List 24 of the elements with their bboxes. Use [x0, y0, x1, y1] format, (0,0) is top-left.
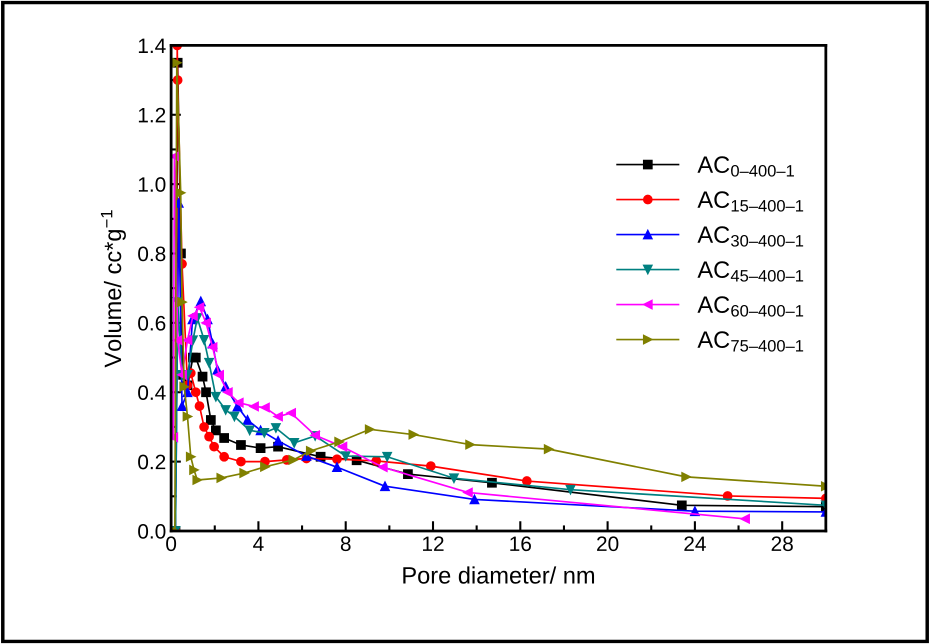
y-tick-label: 0.8	[138, 246, 166, 262]
x-tick-label: 8	[340, 536, 351, 552]
y-tick-label: 0.6	[138, 316, 166, 331]
x-tick-label: 28	[772, 536, 793, 552]
y-tick-label: 1.4	[138, 38, 166, 53]
y-tick-label: 1.0	[138, 177, 166, 192]
legend-label: AC$_{15–400–1}$	[697, 191, 804, 212]
legend-label: AC$_{0–400–1}$	[697, 156, 794, 177]
x-tick-label: 4	[253, 536, 264, 551]
legend-label: AC$_{75–400–1}$	[697, 331, 804, 352]
x-tick-label: 12	[423, 536, 444, 551]
y-tick-label: 1.2	[138, 108, 166, 122]
x-tick-label: 0	[166, 536, 176, 552]
x-axis-title: Pore diameter/ nm	[403, 566, 594, 584]
x-tick-label: 24	[684, 536, 706, 551]
y-tick-label: 0.2	[138, 454, 166, 470]
legend-label: AC$_{45–400–1}$	[697, 261, 804, 282]
y-tick-label: 0.4	[138, 385, 166, 400]
y-axis-title: Volume/ cc*g$^{−1}$	[100, 210, 126, 368]
x-tick-label: 20	[597, 536, 618, 552]
legend-label: AC$_{60–400–1}$	[697, 296, 804, 317]
y-tick-label: 0.0	[138, 524, 166, 539]
legend-label: AC$_{30–400–1}$	[697, 226, 804, 247]
x-tick-label: 16	[510, 536, 531, 552]
